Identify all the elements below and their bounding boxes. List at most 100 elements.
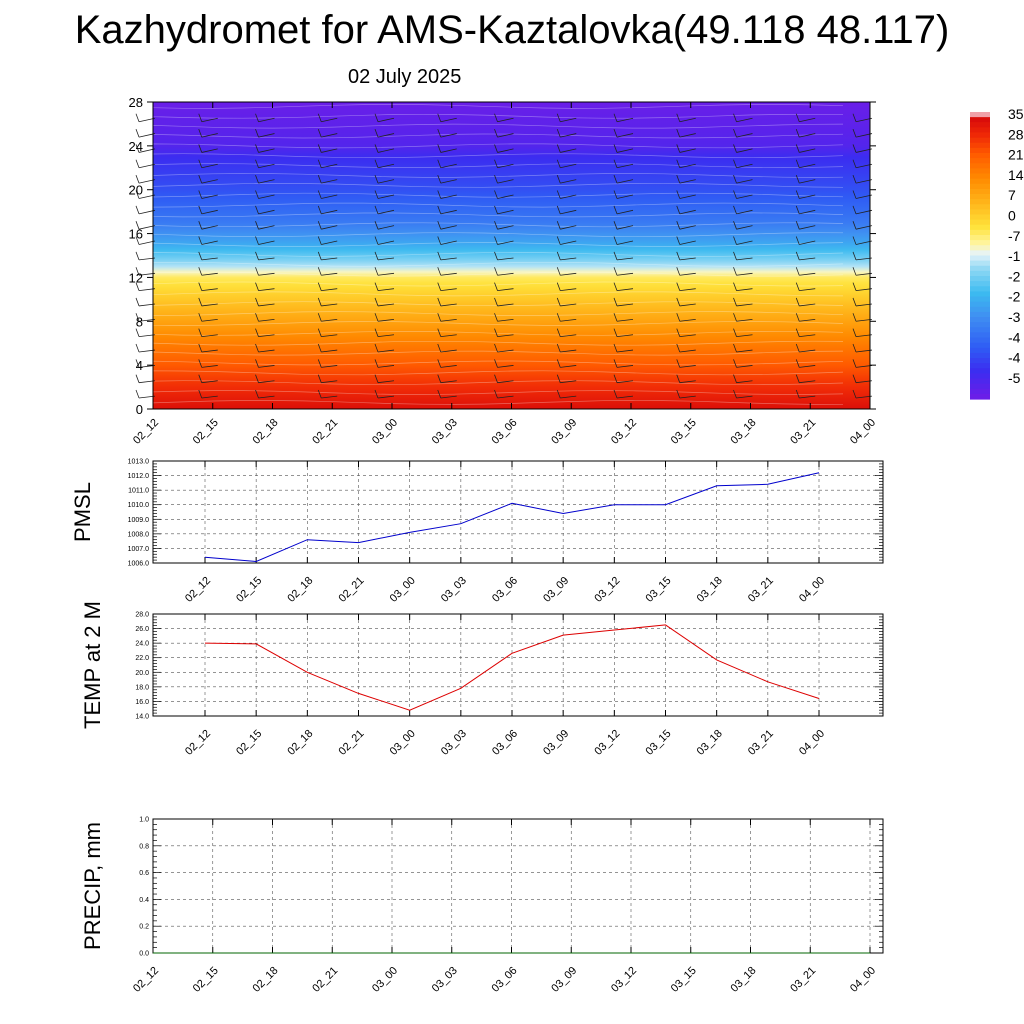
wind-barb	[855, 257, 873, 261]
wind-barb	[258, 288, 275, 291]
y-tick-label: 16	[129, 227, 143, 242]
colorbar-cell	[970, 373, 990, 380]
wind-barb-flag	[255, 144, 259, 153]
wind-barb	[736, 257, 753, 261]
wind-barb-flag	[255, 221, 259, 230]
x-tick-label: 03_00	[388, 575, 418, 605]
wind-barb-flag	[852, 205, 857, 214]
colorbar-cell	[970, 127, 990, 134]
wind-barb-flag	[613, 343, 618, 353]
wind-barb	[138, 194, 156, 199]
contour-line	[152, 113, 844, 119]
wind-barb	[616, 365, 634, 368]
colorbar-label: 21	[1008, 147, 1024, 163]
wind-barb-flag	[613, 113, 618, 122]
wind-barb	[616, 148, 634, 153]
wind-barb-flag	[198, 159, 203, 168]
contour-line	[152, 252, 844, 257]
wind-barb	[616, 225, 634, 230]
wind-barb	[138, 240, 156, 245]
wind-barb	[736, 272, 753, 276]
colorbar-cell	[970, 142, 990, 149]
wind-barb-flag	[317, 313, 322, 322]
wind-barb-flag	[317, 297, 322, 307]
contour-line	[152, 182, 844, 188]
wind-barb-flag	[795, 328, 800, 337]
wind-barb	[138, 334, 156, 338]
wind-barb-flag	[437, 359, 442, 368]
y-tick-label: 0.6	[139, 870, 149, 877]
x-tick-label: 03_18	[729, 417, 759, 447]
x-tick-label: 02_18	[285, 575, 315, 605]
wind-barb-flag	[733, 297, 737, 307]
colorbar-label: 28	[1008, 126, 1024, 142]
wind-barb-flag	[676, 359, 681, 368]
colorbar-cell	[970, 393, 990, 400]
x-tick-label: 02_18	[251, 417, 281, 447]
wind-barb-flag	[494, 389, 498, 399]
x-tick-label: 03_15	[669, 417, 699, 447]
panel-frame	[152, 818, 884, 954]
wind-barb-flag	[676, 190, 681, 199]
wind-barb	[616, 380, 634, 384]
wind-barb-flag	[374, 236, 379, 245]
wind-barb	[799, 179, 816, 184]
wind-barb-flag	[852, 113, 857, 122]
wind-barb	[799, 318, 816, 322]
y-tick-label: 0.8	[139, 843, 149, 850]
y-tick-label: 1008.0	[128, 531, 150, 538]
y-tick-label: 12	[129, 270, 143, 285]
wind-barb-flag	[437, 221, 442, 230]
wind-barb	[497, 365, 514, 368]
wind-barb-flag	[135, 328, 140, 337]
x-tick-label: 02_12	[183, 575, 213, 605]
wind-barb	[560, 349, 577, 353]
wind-barb-flag	[198, 113, 203, 122]
wind-barb-flag	[198, 221, 203, 230]
wind-barb	[855, 225, 873, 230]
wind-barb	[258, 133, 275, 138]
precip-panel: 0.0 0.2 0.4 0.6 0.8 1.0 02_12 02_15 02_18 02_21 03…	[80, 817, 884, 995]
wind-barb-flag	[676, 205, 681, 214]
wind-barb	[799, 303, 816, 307]
wind-barb	[440, 148, 457, 153]
wind-barb-flag	[852, 236, 857, 245]
wind-barb	[138, 225, 156, 230]
wind-barb	[855, 318, 873, 322]
wind-barb	[855, 395, 873, 399]
wind-barb-flag	[852, 267, 857, 276]
wind-barb	[799, 380, 816, 384]
wind-barb-flag	[317, 159, 322, 168]
wind-barb-flag	[317, 374, 322, 383]
colorbar-cell	[970, 250, 990, 257]
wind-barb-flag	[317, 205, 322, 214]
wind-barb-flag	[494, 343, 498, 353]
contour-line	[152, 370, 844, 376]
y-tick-label: 1007.0	[128, 546, 150, 553]
wind-barb	[321, 334, 338, 338]
wind-barb-flag	[317, 282, 322, 291]
wind-barb	[497, 395, 514, 399]
wind-barb	[855, 209, 873, 215]
wind-barb	[560, 117, 577, 123]
wind-barb-flag	[494, 236, 498, 245]
wind-barb-flag	[374, 174, 379, 184]
wind-barb-flag	[556, 113, 561, 122]
wind-barb	[497, 380, 514, 384]
wind-barb-flag	[317, 267, 322, 276]
wind-barb	[560, 380, 577, 384]
wind-barb-flag	[437, 282, 442, 291]
wind-barb	[440, 225, 457, 230]
contour-line	[152, 192, 844, 198]
wind-barb	[440, 209, 457, 215]
x-tick-label: 03_21	[746, 728, 776, 758]
wind-barb-flag	[795, 190, 800, 199]
page-subtitle: 02 July 2025	[348, 66, 462, 88]
wind-barb-flag	[317, 174, 322, 184]
wind-barb	[855, 380, 873, 384]
wind-barb-flag	[198, 190, 203, 199]
wind-barb	[258, 163, 275, 169]
x-tick-label: 03_03	[430, 417, 460, 447]
x-tick-label: 04_00	[848, 965, 878, 995]
contour-line	[152, 311, 844, 316]
